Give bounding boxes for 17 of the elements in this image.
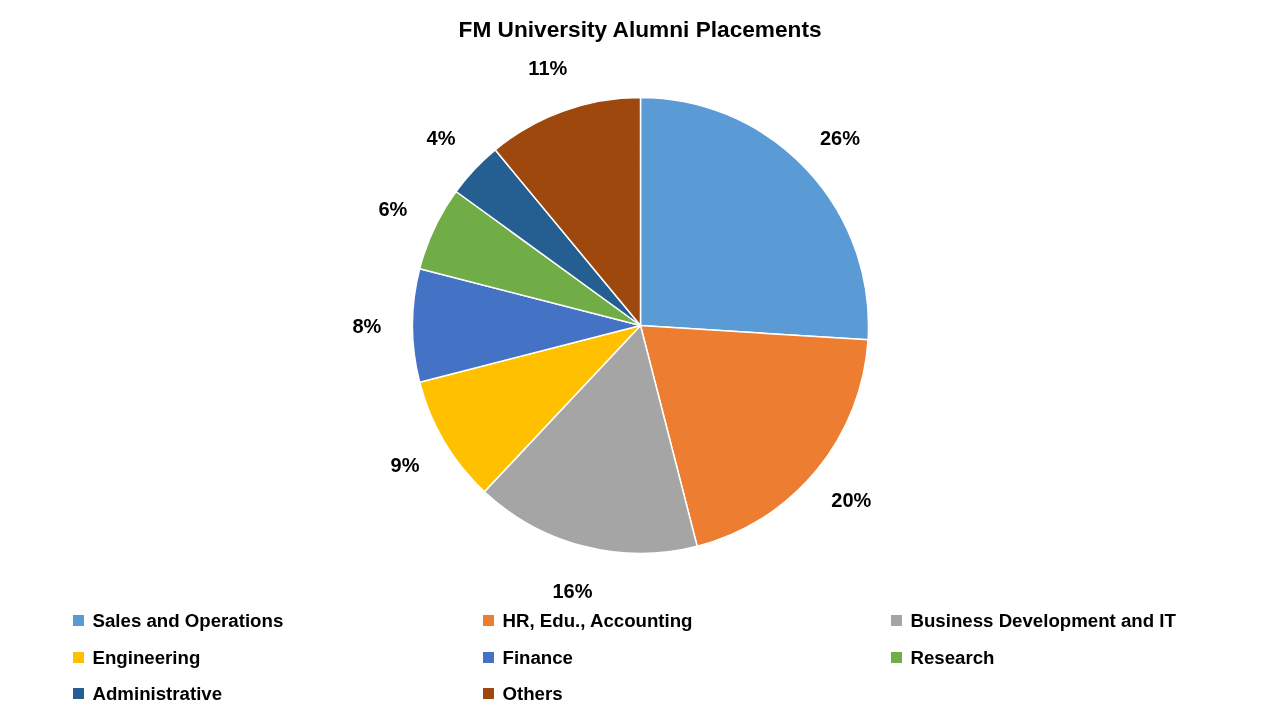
legend-label: HR, Edu., Accounting: [502, 610, 693, 631]
data-label: 9%: [390, 453, 420, 476]
data-label: 26%: [819, 127, 861, 150]
chart-title: FM University Alumni Placements: [458, 15, 822, 42]
data-label: 6%: [378, 198, 408, 221]
data-label: 16%: [552, 579, 593, 602]
legend-label: Sales and Operations: [92, 610, 284, 631]
legend-label: Administrative: [92, 683, 223, 704]
data-label: 8%: [352, 314, 382, 337]
legend-label: Engineering: [92, 647, 201, 668]
legend-label: Others: [502, 683, 563, 704]
data-label: 11%: [528, 57, 568, 80]
data-label: 4%: [426, 127, 456, 150]
legend-label: Business Development and IT: [910, 610, 1177, 631]
legend-label: Research: [910, 647, 995, 668]
legend-label: Finance: [502, 647, 573, 668]
data-label: 20%: [831, 488, 872, 511]
